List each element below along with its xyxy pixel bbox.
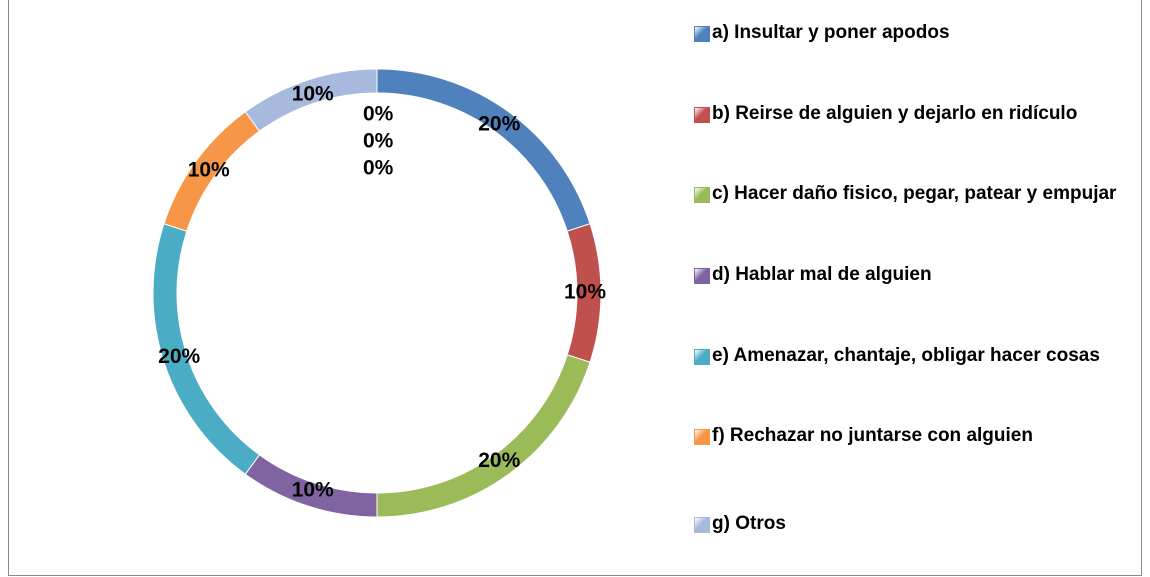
legend-label: b) Reirse de alguien y dejarlo en ridícu… <box>712 103 1078 124</box>
data-label: 10% <box>292 478 334 501</box>
legend-item: g) Otros <box>692 505 1130 543</box>
legend-item: d) Hablar mal de alguien <box>692 256 1130 294</box>
data-label: 20% <box>478 449 520 472</box>
data-label: 0% <box>363 157 394 180</box>
data-label: 0% <box>363 130 394 153</box>
legend-swatch <box>694 517 710 533</box>
donut-segment <box>376 68 591 232</box>
legend-item: f) Rechazar no juntarse con alguien <box>692 417 1130 455</box>
legend-swatch <box>694 429 710 445</box>
data-label: 20% <box>478 112 520 135</box>
legend-item: e) Amenazar, chantaje, obligar hacer cos… <box>692 337 1130 375</box>
legend-swatch <box>694 26 710 42</box>
data-label: 10% <box>292 83 334 106</box>
legend-item: c) Hacer daño fisico, pegar, patear y em… <box>692 175 1130 213</box>
legend-swatch <box>694 107 710 123</box>
data-label: 0% <box>363 103 394 126</box>
legend-label: c) Hacer daño fisico, pegar, patear y em… <box>712 183 1117 204</box>
donut-segment <box>376 354 591 518</box>
frame <box>8 0 1142 576</box>
data-label: 10% <box>564 281 606 304</box>
data-label: 10% <box>188 158 230 181</box>
legend-label: a) Insultar y poner apodos <box>712 22 950 43</box>
chart: 20% 10% 20% 10% 20% 10% 10% 0% 0% 0% <box>152 68 606 518</box>
legend-item: b) Reirse de alguien y dejarlo en ridícu… <box>692 95 1130 133</box>
legend-label: d) Hablar mal de alguien <box>712 264 932 285</box>
legend-label: e) Amenazar, chantaje, obligar hacer cos… <box>712 345 1100 366</box>
legend-label: g) Otros <box>712 513 786 534</box>
legend-swatch <box>694 268 710 284</box>
legend-item: a) Insultar y poner apodos <box>692 14 1130 52</box>
legend-swatch <box>694 187 710 203</box>
legend-label: f) Rechazar no juntarse con alguien <box>712 425 1033 446</box>
data-label: 20% <box>158 345 200 368</box>
legend-swatch <box>694 349 710 365</box>
